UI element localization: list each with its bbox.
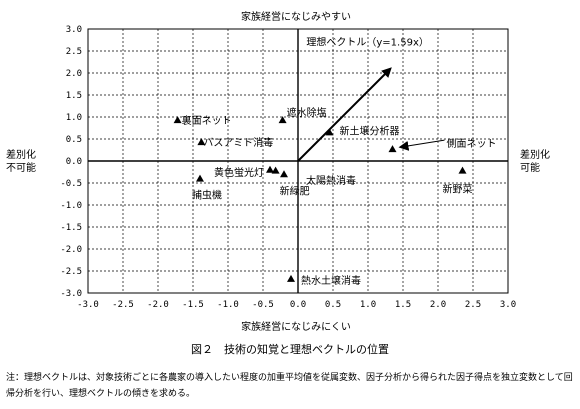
point-label: 新緑肥 [280, 185, 310, 198]
y-tick-label: 3.0 [66, 25, 82, 35]
x-tick-label: -0.5 [252, 300, 274, 310]
y-tick-label: -3.0 [60, 289, 82, 299]
x-tick-label: 1.5 [395, 300, 411, 310]
y-tick-label: 2.0 [66, 69, 82, 79]
point-marker [280, 170, 288, 178]
y-tick-label: 0.0 [66, 157, 82, 167]
x-tick-label: 2.5 [465, 300, 481, 310]
x-tick-label: -2.5 [112, 300, 134, 310]
ideal-vector: 理想ベクトル（y=1.59x） [297, 36, 429, 162]
point-label: 熱水土壌消毒 [301, 274, 361, 287]
point-label: 遮水除塩 [287, 106, 327, 119]
figure-note: 注：理想ベクトルは、対象技術ごとに各農家の導入したい程度の加重平均値を従属変数、… [6, 373, 573, 399]
callout-arrow [398, 139, 445, 151]
point-marker [388, 145, 397, 153]
y-tick-label: -0.5 [60, 179, 82, 189]
y-tick-label: 2.5 [66, 47, 82, 57]
right-axis-title: 差別化 可能 [520, 150, 550, 174]
x-tick-label: 3.0 [500, 300, 516, 310]
point-marker [196, 174, 204, 182]
point-marker [173, 116, 182, 124]
x-tick-label: -3.0 [77, 300, 99, 310]
x-tick-label: 2.0 [430, 300, 446, 310]
point-label: 裏面ネット [182, 114, 232, 127]
point-marker [278, 116, 287, 124]
x-tick-label: 1.0 [360, 300, 376, 310]
y-tick-label: -2.5 [60, 267, 82, 277]
figure-caption: 図２ 技術の知覚と理想ベクトルの位置 [191, 343, 389, 356]
point-marker [271, 166, 280, 174]
y-tick-label: -2.0 [60, 245, 82, 255]
x-tick-label: -1.0 [217, 300, 239, 310]
y-tick-label: -1.0 [60, 201, 82, 211]
point-label: 黄色蛍光灯 [214, 166, 264, 179]
point-label: 新野菜 [443, 183, 473, 196]
point-label: 太陽熱消毒 [306, 174, 356, 187]
point-label: 捕虫機 [192, 189, 222, 202]
bottom-axis-title: 家族経営になじみにくい [241, 320, 351, 333]
point-label: 側面ネット [447, 137, 497, 150]
ideal-vector-arrow [297, 67, 392, 162]
x-tick-label: -1.5 [182, 300, 204, 310]
x-tick-label: 0.5 [325, 300, 341, 310]
tick-labels: -3.0 -2.5 -2.0 -1.5 -1.0 -0.5 0.0 0.5 1.0 1.5 2.0 2… [60, 25, 516, 310]
point-marker [197, 138, 206, 146]
y-tick-label: 0.5 [66, 135, 82, 145]
x-tick-label: -2.0 [147, 300, 169, 310]
point-marker [266, 165, 274, 173]
y-tick-label: 1.0 [66, 113, 82, 123]
point-marker [458, 166, 467, 174]
point-label: バスアミド消毒 [203, 136, 273, 149]
left-axis-title: 差別化 不可能 [6, 150, 36, 174]
y-tick-label: 1.5 [66, 91, 82, 101]
x-tick-label: 0.0 [290, 300, 306, 310]
top-axis-title: 家族経営になじみやすい [241, 10, 351, 23]
point-marker [325, 128, 334, 136]
ideal-vector-label: 理想ベクトル（y=1.59x） [306, 36, 428, 49]
point-marker [287, 274, 295, 282]
point-label: 新土壌分析器 [340, 124, 400, 137]
y-tick-label: -1.5 [60, 223, 82, 233]
